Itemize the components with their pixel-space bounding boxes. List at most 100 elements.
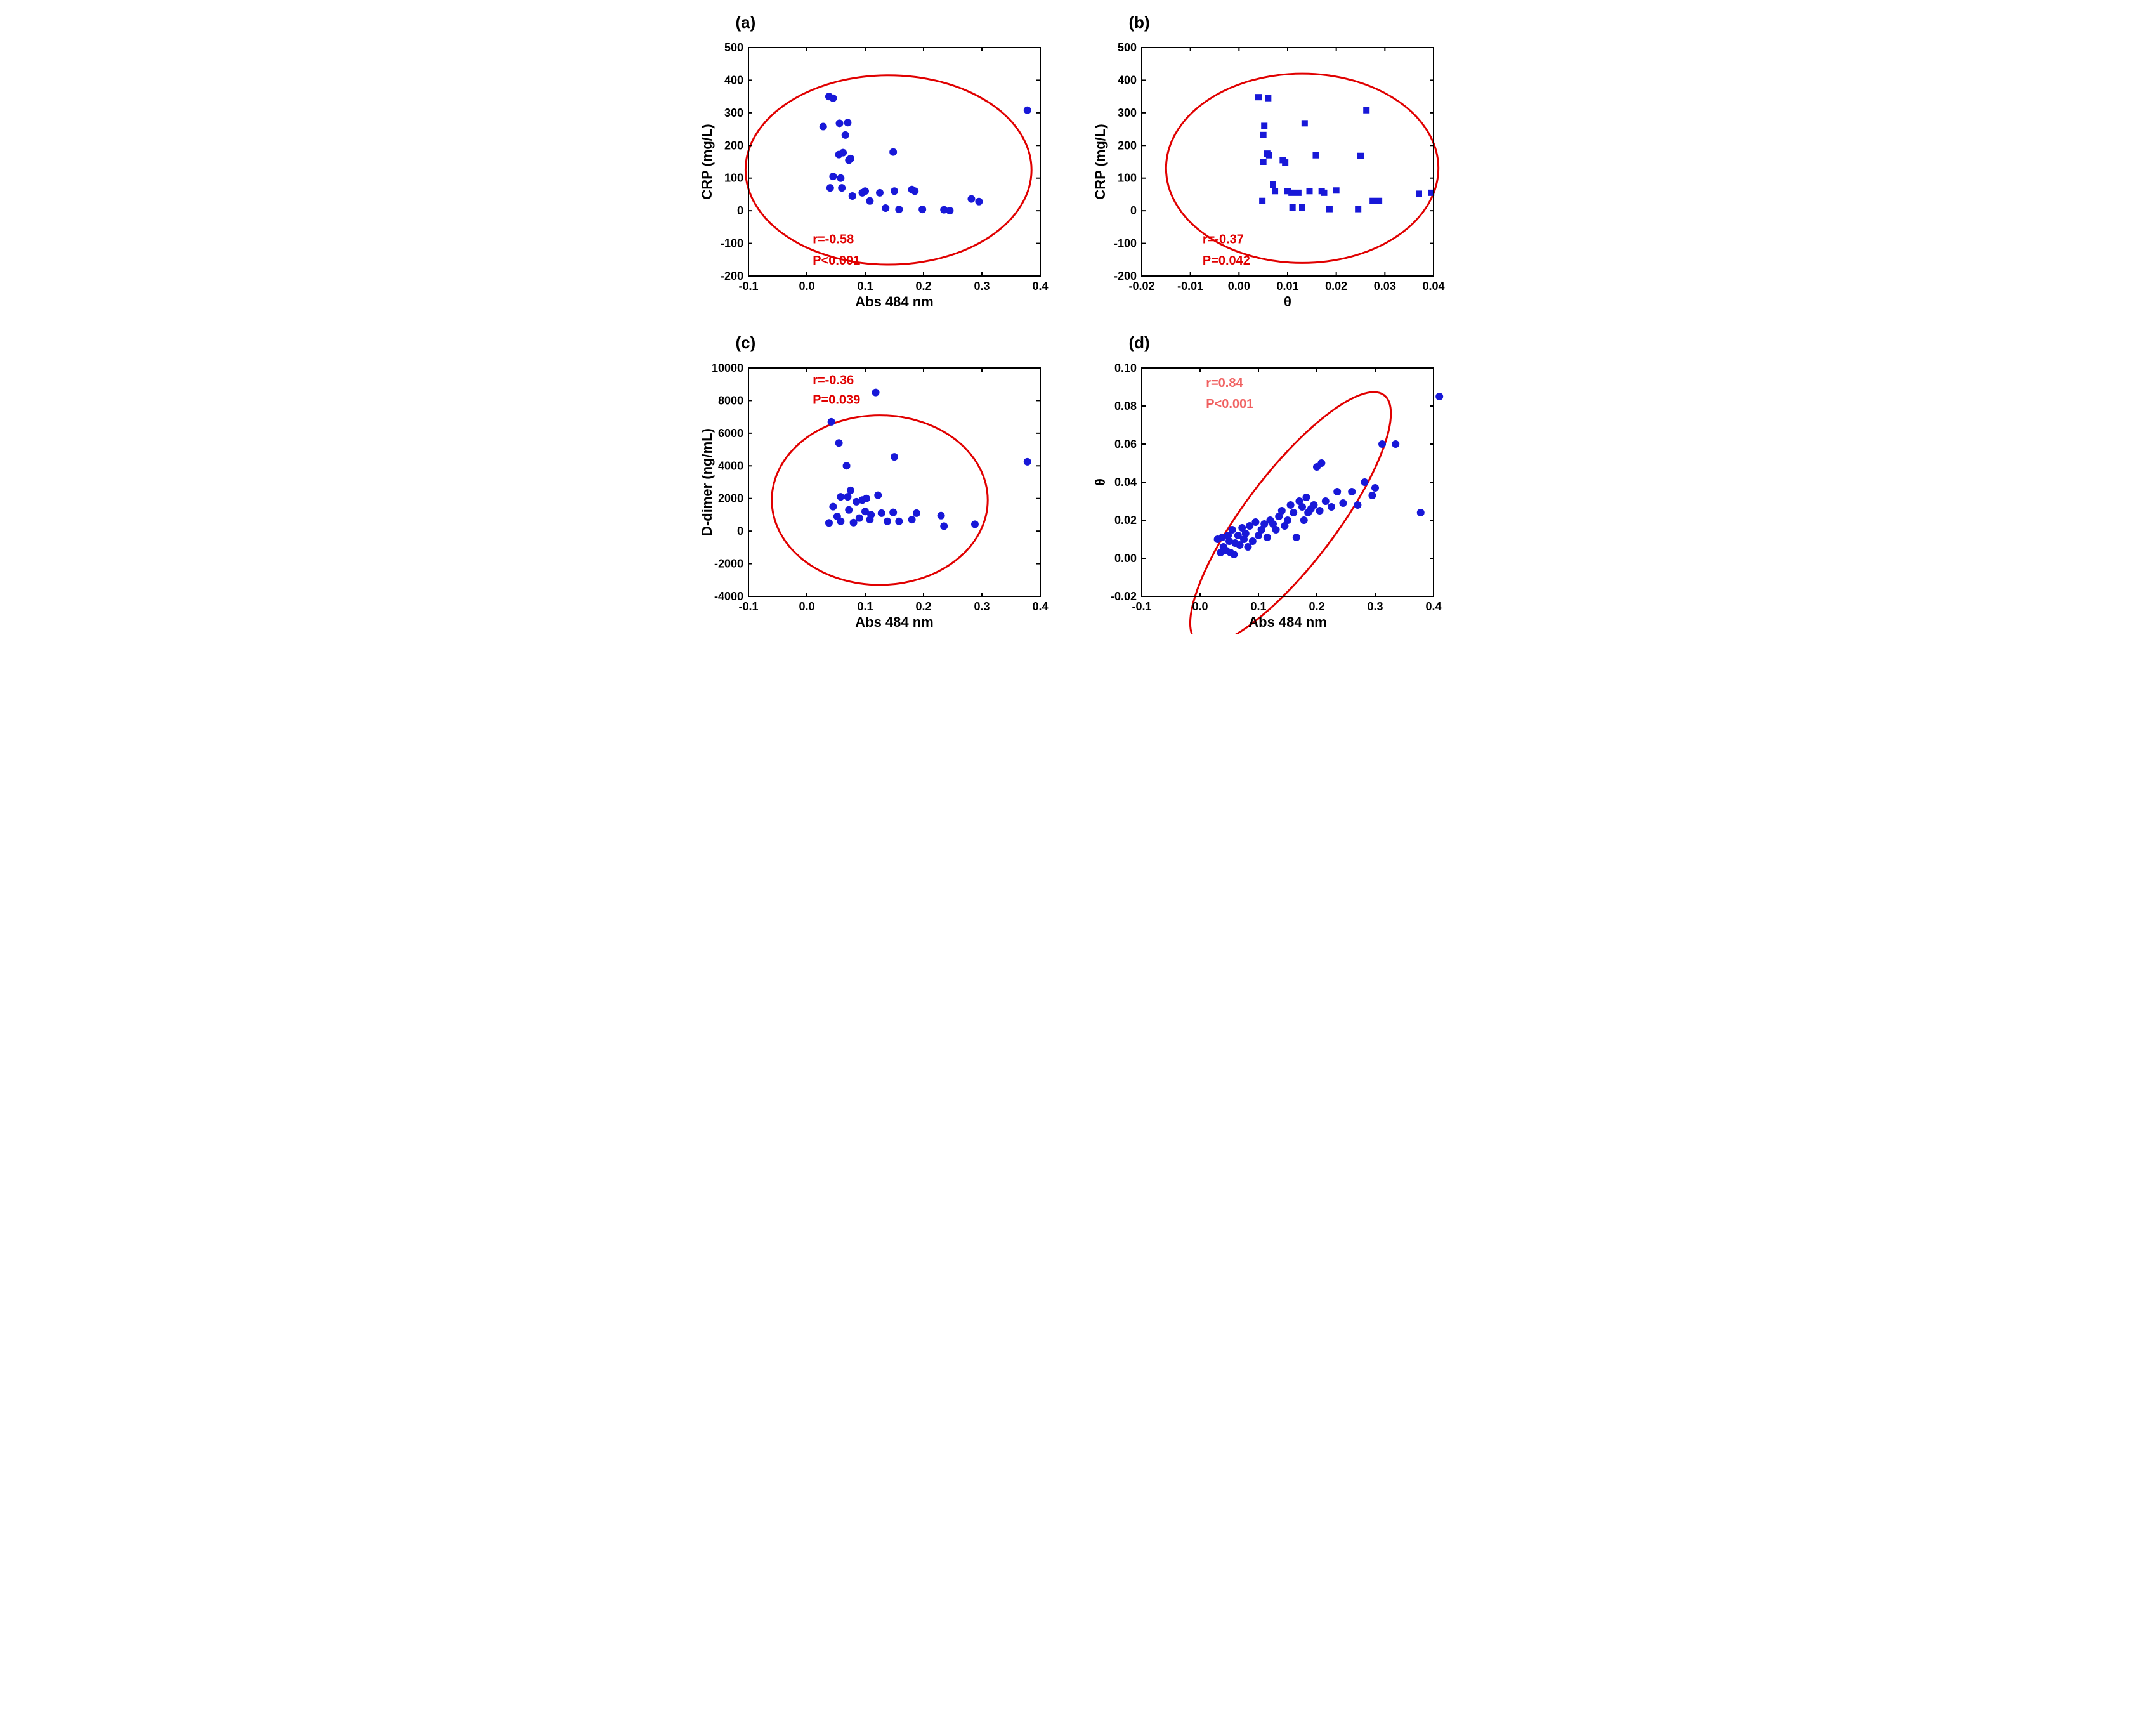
data-point — [1265, 95, 1271, 102]
data-point — [841, 131, 849, 139]
data-point — [1288, 190, 1295, 196]
x-tick-label: 0.2 — [915, 600, 931, 613]
data-point — [1263, 534, 1271, 541]
data-point — [839, 149, 847, 157]
data-point — [1416, 509, 1424, 516]
data-point — [1355, 206, 1361, 213]
panel-tag: (d) — [1129, 333, 1459, 353]
data-point — [1251, 518, 1259, 526]
data-point — [848, 192, 856, 200]
data-point — [855, 515, 863, 522]
figure-grid: (a)-0.10.00.10.20.30.4-200-1000100200300… — [698, 13, 1459, 634]
data-point — [1354, 501, 1361, 509]
data-point — [867, 511, 875, 518]
data-point — [1310, 501, 1317, 509]
y-tick-label: 500 — [1117, 41, 1136, 54]
y-tick-label: 0.08 — [1114, 400, 1136, 412]
plot-area: -0.02-0.010.000.010.020.030.04-200-10001… — [1091, 35, 1459, 314]
y-tick-label: 8000 — [717, 394, 743, 407]
data-point — [876, 189, 884, 197]
data-point — [940, 522, 948, 530]
x-tick-label: 0.02 — [1325, 280, 1347, 292]
stats-r: r=-0.36 — [813, 374, 854, 388]
x-tick-label: 0.4 — [1425, 600, 1441, 613]
y-tick-label: 2000 — [717, 492, 743, 505]
data-point — [862, 495, 870, 502]
panel-d: (d)-0.10.00.10.20.30.4-0.020.000.020.040… — [1091, 333, 1459, 634]
data-point — [844, 493, 851, 501]
data-point — [1357, 153, 1364, 159]
x-tick-label: 0.04 — [1422, 280, 1444, 292]
panel-tag: (c) — [736, 333, 1066, 353]
data-point — [967, 195, 975, 203]
data-point — [872, 389, 879, 397]
data-point — [829, 173, 837, 180]
data-point — [1416, 190, 1422, 197]
data-point — [1299, 204, 1305, 211]
x-tick-label: 0.0 — [799, 600, 814, 613]
data-point — [866, 197, 873, 205]
y-tick-label: -2000 — [714, 558, 743, 570]
scatter-plot: -0.10.00.10.20.30.4-200-1000100200300400… — [698, 35, 1053, 314]
data-point — [1333, 488, 1341, 495]
data-point — [912, 509, 920, 517]
x-axis-title: Abs 484 nm — [855, 294, 934, 310]
x-tick-label: 0.2 — [915, 280, 931, 292]
data-point — [1295, 190, 1301, 196]
data-point — [842, 462, 850, 469]
data-point — [1317, 459, 1325, 467]
x-tick-label: 0.03 — [1373, 280, 1395, 292]
y-tick-label: 400 — [1117, 74, 1136, 86]
confidence-ellipse — [771, 416, 987, 585]
stats-p: P=0.042 — [1202, 254, 1250, 268]
data-point — [918, 206, 926, 213]
y-tick-label: -100 — [1113, 237, 1136, 250]
data-point — [1321, 190, 1327, 196]
y-axis-title: D-dimer (ng/mL) — [699, 428, 715, 536]
y-axis-title: CRP (mg/L) — [1092, 124, 1108, 199]
scatter-plot: -0.10.00.10.20.30.4-0.020.000.020.040.06… — [1091, 355, 1446, 634]
data-point — [1339, 499, 1347, 507]
data-point — [1302, 494, 1310, 501]
stats-r: r=-0.37 — [1202, 233, 1243, 247]
data-point — [1290, 509, 1297, 516]
data-points — [1255, 94, 1434, 212]
data-point — [1248, 537, 1256, 545]
data-point — [889, 509, 897, 516]
data-point — [1289, 204, 1295, 211]
data-points — [1213, 393, 1443, 558]
axis-frame — [748, 48, 1040, 276]
data-point — [1371, 484, 1379, 492]
data-point — [1435, 393, 1443, 400]
y-tick-label: 300 — [1117, 107, 1136, 119]
y-tick-label: 500 — [724, 41, 743, 54]
data-point — [1301, 120, 1307, 126]
data-point — [1023, 107, 1031, 114]
x-axis-title: Abs 484 nm — [1248, 614, 1327, 630]
data-point — [844, 119, 851, 126]
data-point — [1230, 551, 1238, 558]
data-point — [895, 206, 903, 213]
y-axis-title: θ — [1092, 478, 1108, 486]
data-point — [1348, 488, 1356, 495]
confidence-ellipse — [745, 75, 1031, 265]
x-tick-label: 0.0 — [1192, 600, 1208, 613]
x-tick-label: 0.4 — [1032, 600, 1048, 613]
data-point — [1282, 159, 1288, 166]
data-point — [845, 506, 853, 514]
y-axis-title: CRP (mg/L) — [699, 124, 715, 199]
data-point — [847, 487, 854, 494]
y-tick-label: 300 — [724, 107, 743, 119]
x-tick-label: 0.3 — [974, 600, 990, 613]
data-point — [1023, 458, 1031, 466]
data-point — [1316, 507, 1323, 515]
y-tick-label: 10000 — [711, 362, 743, 374]
data-point — [1363, 107, 1369, 114]
panel-b: (b)-0.02-0.010.000.010.020.030.04-200-10… — [1091, 13, 1459, 314]
data-point — [1260, 132, 1266, 138]
y-tick-label: 0 — [736, 204, 743, 217]
y-tick-label: 100 — [724, 172, 743, 185]
plot-area: -0.10.00.10.20.30.4-0.020.000.020.040.06… — [1091, 355, 1459, 634]
data-point — [835, 439, 842, 447]
y-tick-label: 0.00 — [1114, 552, 1136, 565]
